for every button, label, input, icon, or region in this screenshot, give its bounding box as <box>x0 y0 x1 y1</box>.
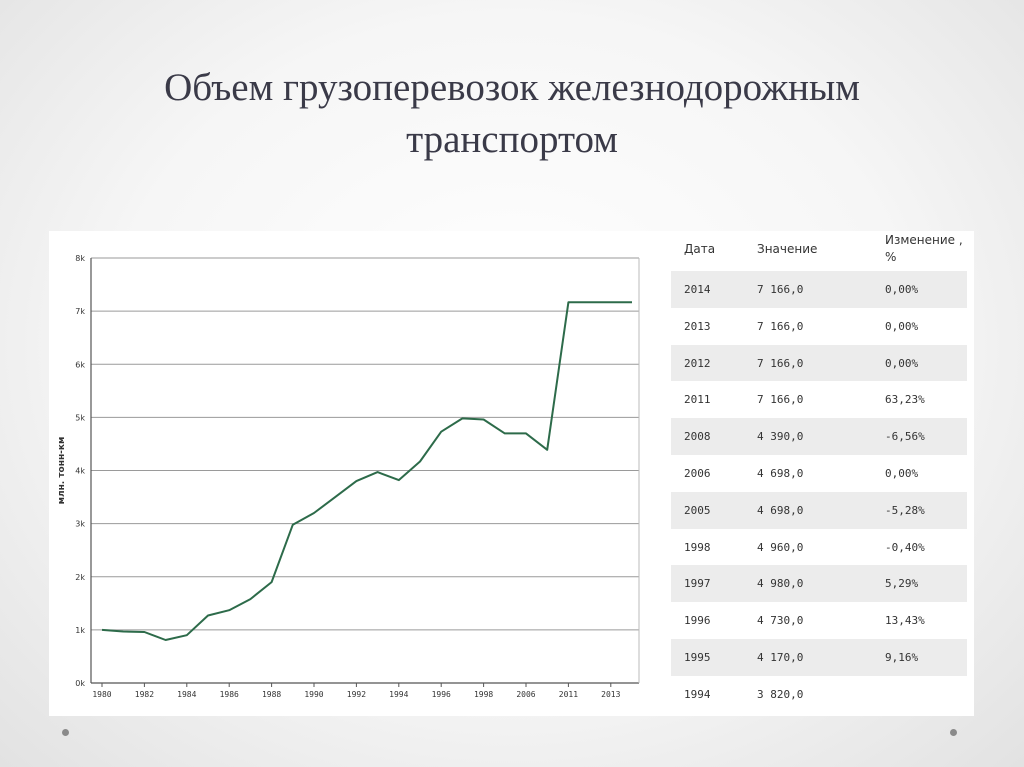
cell-change: -0,40% <box>885 540 925 554</box>
table-body: 2014 7 166,0 0,00% 2013 7 166,0 0,00% 2012 7 16… <box>671 271 967 713</box>
cell-date: 2005 <box>684 503 711 517</box>
header-change-unit: % <box>885 250 897 264</box>
cell-date: 2014 <box>684 283 711 296</box>
table-row: 2006 4 698,0 0,00% <box>671 455 967 492</box>
table-row: 1998 4 960,0 -0,40% <box>671 529 967 566</box>
cell-change: 0,00% <box>885 319 919 333</box>
cell-change: -5,28% <box>885 503 925 517</box>
x-tick-label: 2011 <box>559 690 578 699</box>
cell-value: 7 166,0 <box>757 356 804 370</box>
cell-value: 4 170,0 <box>757 650 804 664</box>
x-tick-label: 1992 <box>347 690 366 699</box>
cell-value: 4 698,0 <box>757 466 804 480</box>
y-tick-label: 4k <box>75 467 85 476</box>
cell-value: 4 730,0 <box>757 614 804 628</box>
x-tick-label: 1994 <box>389 690 408 699</box>
cell-value: 4 960,0 <box>757 540 804 554</box>
cell-value: 4 390,0 <box>757 430 804 444</box>
header-date: Дата <box>684 242 716 256</box>
table-row: 2013 7 166,0 0,00% <box>671 308 967 345</box>
y-tick-label: 1k <box>75 626 85 635</box>
table-header: Дата Значение Изменение , % <box>671 231 967 271</box>
table-row: 1997 4 980,0 5,29% <box>671 565 967 603</box>
cell-date: 2012 <box>684 356 711 370</box>
x-tick-label: 1988 <box>262 690 281 699</box>
slide-dot-right <box>950 729 957 736</box>
x-tick-label: 2013 <box>601 690 620 699</box>
cell-change: 0,00% <box>885 466 919 480</box>
table-row: 2008 4 390,0 -6,56% <box>671 418 967 455</box>
table-row: 2005 4 698,0 -5,28% <box>671 491 967 529</box>
cell-value: 7 166,0 <box>757 319 804 333</box>
cell-date: 1997 <box>684 577 711 591</box>
cell-date: 2006 <box>684 466 711 480</box>
cell-change: -6,56% <box>885 430 925 444</box>
cell-date: 2011 <box>684 393 711 407</box>
x-tick-label: 1986 <box>220 690 239 699</box>
cell-date: 1998 <box>684 540 711 554</box>
x-tick-label: 1984 <box>177 690 196 699</box>
cell-date: 2013 <box>684 319 711 333</box>
cell-change: 63,23% <box>885 393 925 407</box>
y-axis-label: млн. тонн-км <box>57 437 67 505</box>
cell-value: 3 820,0 <box>757 687 804 701</box>
y-tick-label: 2k <box>75 573 85 582</box>
cell-change: 13,43% <box>885 614 925 628</box>
cell-value: 4 698,0 <box>757 503 804 517</box>
cell-change: 0,00% <box>885 283 919 296</box>
y-tick-label: 8k <box>75 254 85 263</box>
table-row: 2012 7 166,0 0,00% <box>671 344 967 382</box>
y-tick-label: 5k <box>75 413 85 422</box>
table-row: 2011 7 166,0 63,23% <box>671 381 967 418</box>
y-tick-label: 7k <box>75 307 85 316</box>
chart-panel: 0k 1k 2k 3k 4k 5k 6k 7k 8k 1980 1982 1984 1986 1988 19… <box>49 231 974 716</box>
cell-change: 5,29% <box>885 577 919 591</box>
cell-change: 9,16% <box>885 650 919 664</box>
data-table: Дата Значение Изменение , % 2014 7 166,0 0… <box>671 231 967 715</box>
x-tick-label: 1990 <box>304 690 323 699</box>
x-tick-label: 2006 <box>516 690 535 699</box>
table-row: 1996 4 730,0 13,43% <box>671 602 967 639</box>
x-tick-label: 1998 <box>474 690 493 699</box>
y-tick-label: 0k <box>75 679 85 688</box>
page-title: Объем грузоперевозок железнодорожным тра… <box>0 62 1024 166</box>
cell-date: 2008 <box>684 430 711 444</box>
title-line-1: Объем грузоперевозок железнодорожным <box>164 66 860 109</box>
cell-date: 1995 <box>684 650 711 664</box>
line-chart: 0k 1k 2k 3k 4k 5k 6k 7k 8k 1980 1982 1984 1986 1988 19… <box>57 254 640 699</box>
x-tick-label: 1982 <box>135 690 154 699</box>
cell-date: 1996 <box>684 614 711 628</box>
cell-date: 1994 <box>684 687 711 701</box>
slide-dot-left <box>62 729 69 736</box>
cell-value: 4 980,0 <box>757 577 804 591</box>
x-tick-label: 1996 <box>432 690 451 699</box>
title-line-2: транспортом <box>406 118 618 161</box>
x-tick-label: 1980 <box>92 690 111 699</box>
header-value: Значение <box>757 242 818 256</box>
cell-change: 0,00% <box>885 356 919 370</box>
cell-value: 7 166,0 <box>757 283 804 296</box>
header-change: Изменение , <box>885 233 963 247</box>
table-row: 2014 7 166,0 0,00% <box>671 271 967 308</box>
table-row: 1994 3 820,0 <box>671 676 967 713</box>
series-line <box>101 301 632 641</box>
y-tick-label: 6k <box>75 360 85 369</box>
cell-value: 7 166,0 <box>757 393 804 407</box>
table-row: 1995 4 170,0 9,16% <box>671 638 967 676</box>
y-tick-label: 3k <box>75 520 85 529</box>
